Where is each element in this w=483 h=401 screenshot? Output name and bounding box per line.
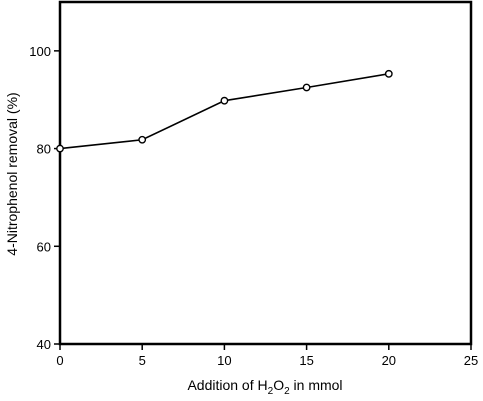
data-point [220, 96, 229, 105]
x-tick-label: 10 [217, 353, 231, 368]
y-tick-label: 80 [37, 142, 51, 157]
data-point [302, 83, 311, 92]
x-tick-label: 25 [464, 353, 478, 368]
x-tick-label: 15 [299, 353, 313, 368]
x-tick-label: 5 [139, 353, 146, 368]
data-point [56, 144, 64, 153]
series-line [59, 73, 389, 150]
y-tick-label: 100 [29, 44, 51, 59]
x-axis-ticks: 0 5 10 15 20 25 [56, 344, 478, 368]
y-tick-label: 60 [37, 239, 51, 254]
series-layer [56, 69, 393, 153]
data-point [138, 135, 147, 144]
y-axis-title: 4-Nitrophenol removal (%) [4, 92, 20, 255]
x-tick-label: 0 [56, 353, 63, 368]
y-tick-label: 40 [37, 337, 51, 352]
data-point [384, 69, 393, 78]
plot-frame [58, 0, 473, 346]
x-axis-title: Addition of H2O2 in mmol [187, 377, 342, 397]
x-tick-label: 20 [382, 353, 396, 368]
y-axis-ticks: 40 60 80 100 [29, 44, 60, 352]
